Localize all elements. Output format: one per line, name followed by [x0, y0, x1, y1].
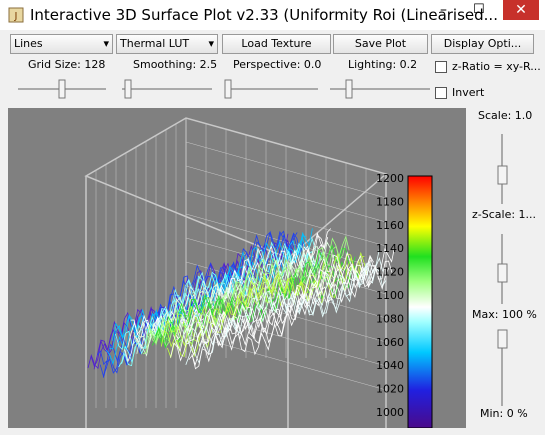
app-icon: J [8, 7, 24, 23]
window-title: Interactive 3D Surface Plot v2.33 (Unifo… [30, 6, 498, 24]
svg-text:J: J [14, 11, 18, 22]
plot-canvas: 1200 1180 1160 1140 1120 1100 1080 1060 1040 1020… [8, 108, 466, 428]
load-texture-button[interactable]: Load Texture [222, 34, 331, 54]
minimize-button[interactable]: – [440, 2, 447, 18]
slider-label: Grid Size: 128 [28, 58, 106, 71]
checkbox[interactable] [435, 61, 447, 73]
surface-line [194, 245, 396, 356]
slider-label: Perspective: 0.0 [233, 58, 322, 71]
colorbar-tick-label: 1000 [376, 406, 404, 419]
colorbar-tick-label: 1180 [376, 195, 404, 208]
surface-line [173, 254, 374, 353]
lut-select[interactable]: Thermal LUT [116, 34, 218, 54]
checkbox-label: z-Ratio = xy-R... [452, 60, 541, 73]
style-select[interactable]: Lines [10, 34, 113, 54]
surface-line [188, 262, 390, 370]
close-button[interactable]: ✕ [503, 0, 539, 20]
colorbar-tick-label: 1140 [376, 242, 404, 255]
maximize-button[interactable]: ☐ [473, 2, 485, 17]
colorbar-tick-label: 1160 [376, 219, 404, 232]
side-label: z-Scale: 1... [472, 208, 537, 221]
colorbar-tick-label: 1020 [376, 383, 404, 396]
surface-plot [87, 228, 396, 379]
plot-background [8, 108, 466, 428]
side-label: Scale: 1.0 [478, 109, 533, 122]
surface-line [145, 239, 347, 346]
surface-line [182, 256, 384, 348]
colorbar-tick-label: 1120 [376, 266, 404, 279]
surface-line [170, 251, 371, 362]
colorbar [407, 175, 433, 428]
colorbar-tick-label: 1100 [376, 289, 404, 302]
wall-grid [185, 309, 387, 367]
slider-thumbs[interactable] [58, 79, 353, 99]
display-options-button[interactable]: Display Opti... [431, 34, 534, 54]
checkbox[interactable] [435, 87, 447, 99]
slider-label: Smoothing: 2.5 [133, 58, 218, 71]
side-label: Max: 100 % [472, 308, 537, 321]
side-label: Min: 0 % [480, 407, 528, 420]
colorbar-tick-label: 1200 [376, 172, 404, 185]
vertical-sliders[interactable] [494, 124, 510, 414]
colorbar-tick-label: 1080 [376, 312, 404, 325]
colorbar-tick-label: 1040 [376, 359, 404, 372]
slider-label: Lighting: 0.2 [348, 58, 418, 71]
side-panel: Scale: 1.0 z-Scale: 1... Max: 100 % Min:… [466, 108, 538, 428]
title-bar: J Interactive 3D Surface Plot v2.33 (Uni… [0, 0, 545, 30]
sliders [18, 79, 430, 99]
surface-line [154, 256, 356, 342]
colorbar-tick-label: 1060 [376, 336, 404, 349]
save-plot-button[interactable]: Save Plot [333, 34, 428, 54]
checkbox-label: Invert [452, 86, 485, 99]
